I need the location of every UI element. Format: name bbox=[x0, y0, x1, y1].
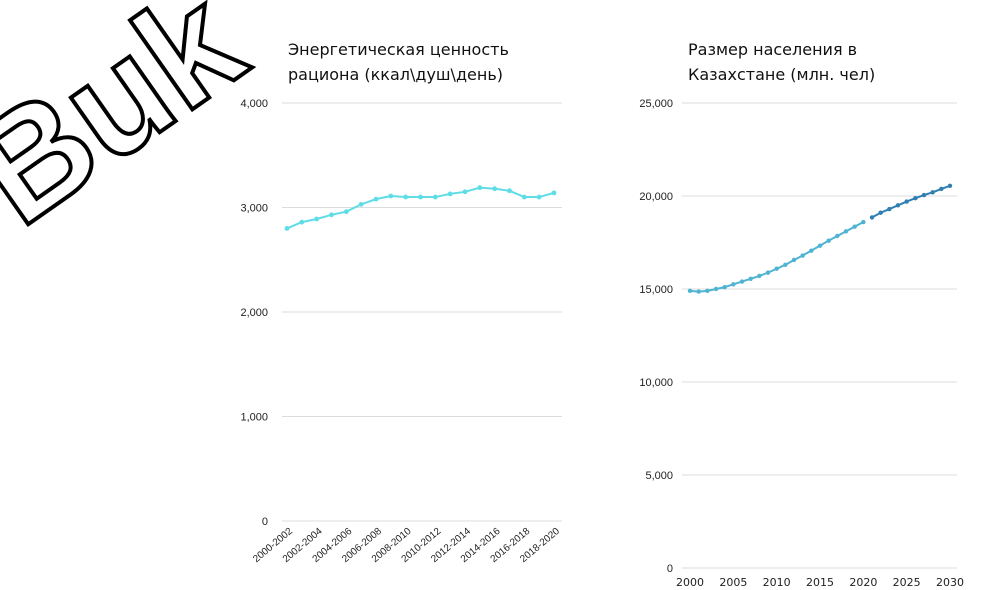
chart-population-projection-point bbox=[878, 210, 883, 215]
chart-energy-title-line2: рациона (ккал\душ\день) bbox=[288, 65, 503, 84]
chart-energy-series bbox=[284, 185, 557, 231]
chart-energy-point bbox=[358, 201, 364, 207]
chart-population-x-ticks: 2000 2005 2010 2015 2020 2025 2030 bbox=[676, 576, 964, 589]
chart-energy-point bbox=[299, 219, 305, 225]
chart-energy-point bbox=[388, 193, 394, 199]
chart-energy-y-ticks: 0 1,000 2,000 3,000 4,000 bbox=[240, 98, 268, 528]
chart-population-x-tick-label: 2030 bbox=[936, 576, 964, 589]
chart-energy-point bbox=[314, 216, 320, 222]
chart-energy-point bbox=[403, 194, 409, 200]
chart-population-estimate-point bbox=[852, 224, 857, 229]
chart-population-projection-point bbox=[913, 196, 918, 201]
chart-energy-point bbox=[551, 190, 557, 196]
chart-population-x-tick-label: 2015 bbox=[806, 576, 834, 589]
chart-population-projection-point bbox=[921, 192, 927, 198]
chart-population-estimate-point bbox=[826, 238, 831, 243]
chart-energy-title-line1: Энергетическая ценность bbox=[288, 40, 509, 59]
chart-energy-point bbox=[477, 185, 483, 191]
chart-population-estimate-point bbox=[835, 233, 840, 239]
chart-population-projection-point bbox=[887, 206, 892, 212]
chart-population-projection-point bbox=[930, 190, 935, 195]
chart-energy-point bbox=[462, 189, 468, 195]
chart-energy-line bbox=[286, 186, 555, 230]
chart-population-estimate-point bbox=[843, 229, 849, 234]
chart-population-estimate-point bbox=[817, 243, 823, 248]
chart-energy-point bbox=[418, 194, 423, 200]
chart-population-title-line2: Казахстане (млн. чел) bbox=[688, 65, 875, 84]
chart-energy-point bbox=[284, 226, 290, 231]
chart-population-estimate-point bbox=[765, 270, 771, 275]
chart-energy-point bbox=[521, 194, 527, 200]
chart-population-estimate-point bbox=[783, 262, 788, 268]
chart-population-projection-point bbox=[939, 186, 944, 192]
chart-energy-y-tick-label: 2,000 bbox=[240, 307, 268, 319]
chart-population-series bbox=[687, 183, 953, 294]
chart-population-x-tick-label: 2005 bbox=[719, 576, 747, 589]
chart-population-estimate-point bbox=[809, 248, 814, 253]
chart-population-projection-line bbox=[871, 184, 951, 219]
chart-population-gridlines bbox=[682, 102, 957, 569]
chart-population-y-tick-label: 15,000 bbox=[639, 284, 673, 296]
chart-population: Размер населения в Казахстане (млн. чел)… bbox=[639, 40, 964, 589]
chart-population-estimate-point bbox=[791, 257, 797, 263]
chart-energy-point bbox=[536, 194, 542, 200]
chart-population-estimate-point bbox=[696, 289, 701, 294]
chart-population-x-tick-label: 2020 bbox=[849, 576, 877, 589]
chart-population-x-tick-label: 2000 bbox=[676, 576, 704, 589]
chart-energy-point bbox=[447, 191, 453, 197]
chart-population-title-line1: Размер населения в bbox=[688, 40, 857, 59]
chart-population-y-tick-label: 0 bbox=[667, 563, 673, 575]
chart-population-estimate-point bbox=[739, 279, 745, 284]
chart-population-estimate-point bbox=[731, 282, 736, 287]
chart-population-x-tick-label: 2025 bbox=[893, 576, 921, 589]
chart-energy-point bbox=[329, 212, 334, 218]
chart-population-estimate-point bbox=[774, 266, 779, 271]
chart-population-estimate-point bbox=[861, 219, 866, 225]
chart-energy-point bbox=[432, 194, 438, 200]
chart-population-x-tick-label: 2010 bbox=[763, 576, 791, 589]
chart-population-projection-point bbox=[904, 199, 909, 204]
chart-population-y-tick-label: 5,000 bbox=[645, 470, 673, 482]
chart-energy-y-tick-label: 4,000 bbox=[240, 98, 268, 110]
chart-population-estimate-point bbox=[722, 284, 727, 290]
chart-population-estimate-point bbox=[687, 288, 693, 294]
chart-population-estimate-point bbox=[748, 276, 753, 281]
chart-energy-point bbox=[492, 186, 498, 192]
chart-energy-point bbox=[373, 196, 379, 202]
chart-population-projection-point bbox=[947, 183, 953, 188]
chart-energy-y-tick-label: 3,000 bbox=[240, 203, 268, 215]
chart-energy-y-tick-label: 1,000 bbox=[240, 412, 268, 424]
chart-energy: Энергетическая ценность рациона (ккал\ду… bbox=[240, 40, 562, 565]
chart-population-estimate-point bbox=[800, 253, 805, 258]
chart-population-y-tick-label: 10,000 bbox=[639, 377, 673, 389]
chart-energy-y-tick-label: 0 bbox=[262, 516, 268, 528]
chart-population-estimate-point bbox=[757, 273, 762, 279]
chart-population-y-ticks: 0 5,000 10,000 15,000 20,000 25,000 bbox=[639, 98, 673, 575]
chart-population-projection-point bbox=[869, 215, 875, 220]
chart-population-estimate-point bbox=[713, 286, 719, 292]
chart-population-estimate-line bbox=[689, 221, 864, 293]
chart-population-y-tick-label: 25,000 bbox=[639, 98, 673, 110]
chart-energy-gridlines bbox=[282, 102, 562, 522]
chart-population-projection-point bbox=[895, 203, 901, 208]
chart-energy-point bbox=[343, 209, 349, 215]
chart-population-estimate-point bbox=[705, 288, 710, 294]
chart-population-y-tick-label: 20,000 bbox=[639, 191, 673, 203]
chart-energy-point bbox=[507, 188, 512, 194]
chart-energy-x-ticks: 2000-20022002-20042004-20062006-20082008… bbox=[251, 526, 562, 565]
